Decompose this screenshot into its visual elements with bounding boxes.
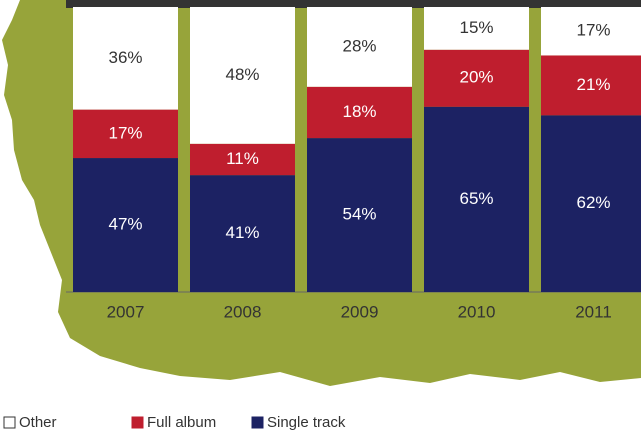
bar-segment	[190, 143, 295, 176]
value-label: 21%	[576, 75, 610, 94]
title-bar	[66, 0, 641, 8]
value-label: 17%	[576, 21, 610, 40]
bar-segment	[424, 49, 529, 107]
bar-segment	[190, 175, 295, 292]
bar-segment	[307, 86, 412, 139]
x-tick-label: 2008	[224, 302, 262, 321]
x-tick-label: 2009	[341, 302, 379, 321]
bar-segment	[424, 106, 529, 292]
value-label: 15%	[459, 18, 493, 37]
bar-segment	[73, 7, 178, 110]
bar-segment	[541, 115, 641, 292]
x-tick-label: 2010	[458, 302, 496, 321]
value-label: 65%	[459, 189, 493, 208]
value-label: 47%	[108, 215, 142, 234]
legend: Other Full album Single track	[3, 414, 346, 431]
legend-swatch	[3, 416, 16, 429]
bar-segment	[424, 7, 529, 50]
legend-label: Other	[19, 414, 57, 431]
value-label: 28%	[342, 36, 376, 55]
bar-segment	[190, 7, 295, 144]
bar-segment	[541, 7, 641, 56]
x-tick-label: 2007	[107, 302, 145, 321]
legend-label: Full album	[147, 414, 216, 431]
value-label: 54%	[342, 205, 376, 224]
value-label: 11%	[226, 149, 259, 168]
bar-segment	[307, 138, 412, 292]
value-label: 36%	[108, 48, 142, 67]
legend-label: Single track	[267, 414, 346, 431]
value-label: 17%	[108, 123, 142, 142]
value-label: 20%	[459, 68, 493, 87]
legend-swatch	[131, 416, 144, 429]
value-label: 62%	[576, 193, 610, 212]
x-tick-label: 2011	[575, 302, 612, 321]
value-label: 41%	[225, 223, 259, 242]
legend-swatch	[251, 416, 264, 429]
bar-segment	[73, 158, 178, 292]
bar-segment	[307, 7, 412, 87]
bar-segment	[541, 55, 641, 116]
value-label: 18%	[342, 102, 376, 121]
bar-segment	[73, 109, 178, 159]
value-label: 48%	[225, 65, 259, 84]
